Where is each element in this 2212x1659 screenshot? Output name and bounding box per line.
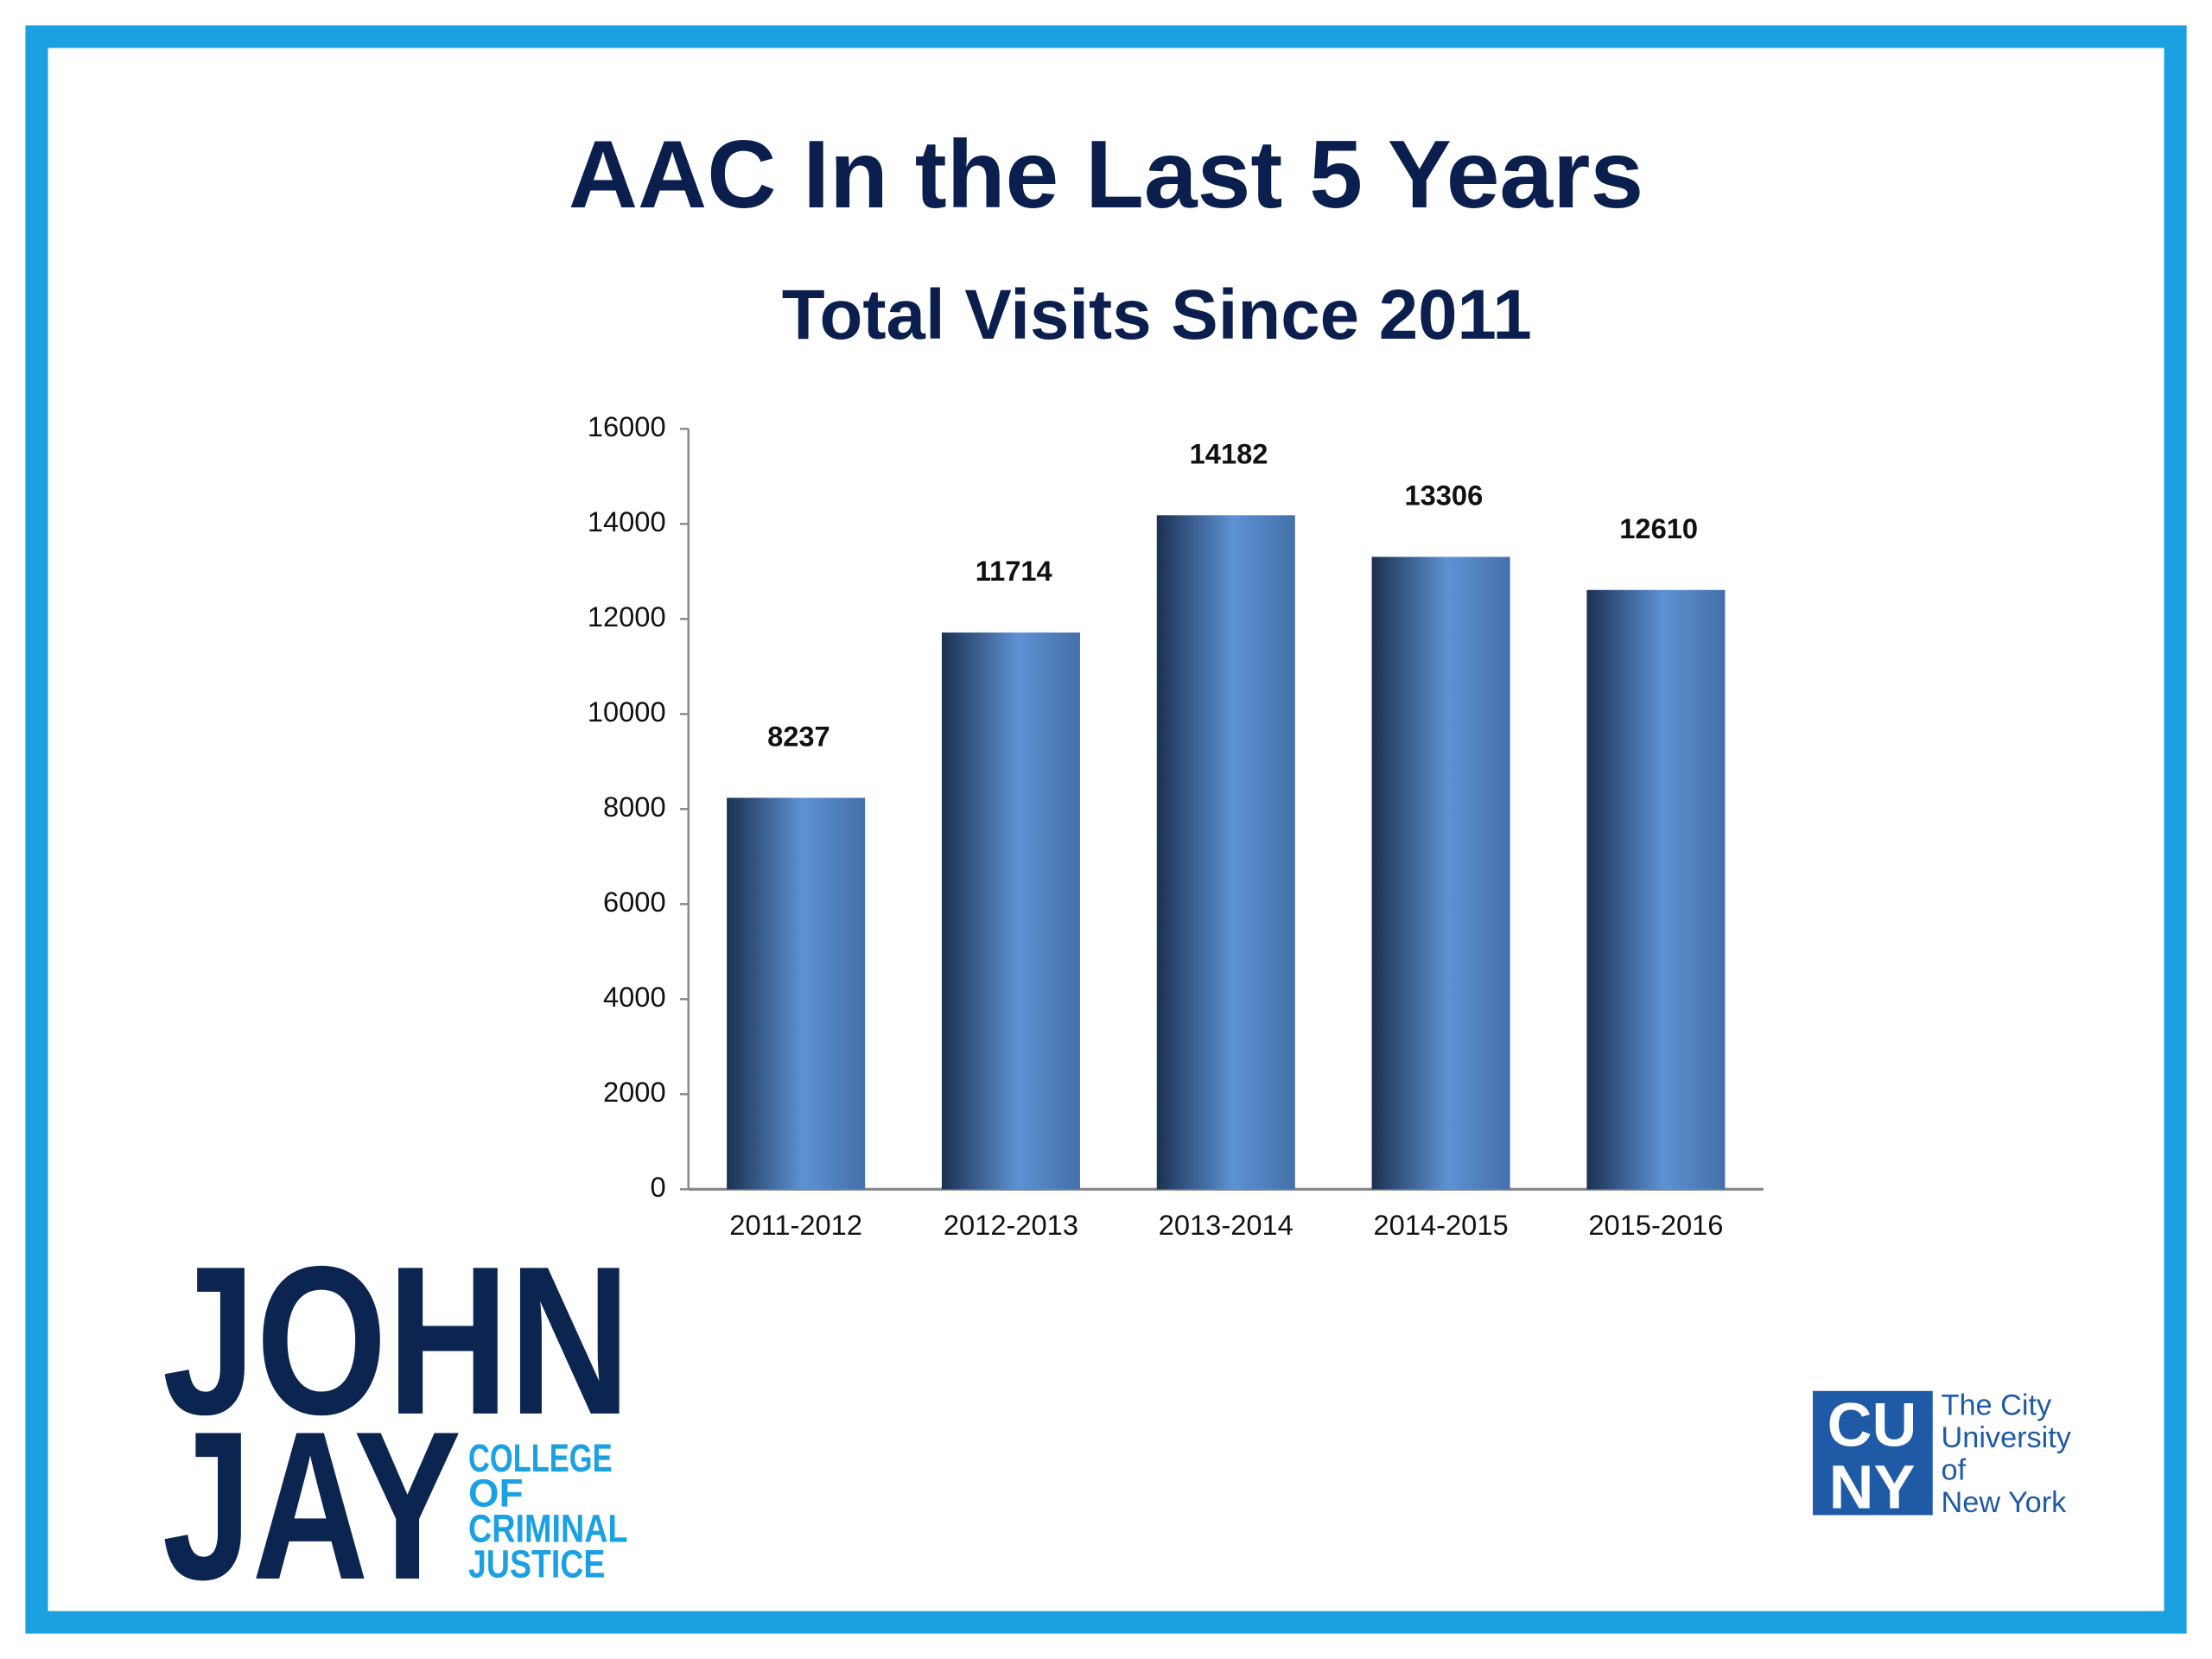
- logo-text: of: [1942, 1454, 1967, 1487]
- x-tick-label: 2012-2013: [944, 1209, 1078, 1241]
- value-label: 8237: [767, 720, 830, 752]
- logo-text: New York: [1942, 1486, 2068, 1519]
- john-jay-logo: JOHN JAY COLLEGE OF CRIMINAL JUSTICE: [162, 1222, 631, 1624]
- bar: [727, 798, 866, 1190]
- subtitle: Total Visits Since 2011: [782, 276, 1532, 354]
- bar: [1586, 589, 1726, 1190]
- y-tick-label: 14000: [588, 505, 666, 537]
- logo-text: CU: [1827, 1390, 1917, 1459]
- logo-text: COLLEGE: [468, 1436, 613, 1480]
- logo-text: OF: [468, 1471, 523, 1516]
- logo-text: The City: [1942, 1389, 2052, 1422]
- bar: [1156, 515, 1295, 1190]
- logo-text: CRIMINAL: [468, 1506, 627, 1550]
- value-label: 14182: [1190, 437, 1268, 469]
- x-tick-label: 2013-2014: [1159, 1209, 1294, 1241]
- y-tick-label: 2000: [603, 1076, 666, 1108]
- value-label: 12610: [1619, 512, 1698, 544]
- logo-text: NY: [1829, 1452, 1916, 1522]
- y-tick-label: 4000: [603, 981, 666, 1013]
- y-tick-label: 10000: [588, 696, 666, 728]
- plot: 0 2000 4000 6000 8000 10000 12000 14000 16000 201…: [588, 410, 1764, 1241]
- cuny-logo: CU NY The City University of New York: [1812, 1389, 2072, 1522]
- y-tick-label: 8000: [603, 791, 666, 823]
- bar: [941, 632, 1080, 1190]
- y-tick-label: 16000: [588, 410, 666, 442]
- logo-text: JOHN: [162, 1222, 631, 1459]
- border: [25, 25, 2187, 1634]
- x-tick-label: 2015-2016: [1588, 1209, 1723, 1241]
- bar: [1371, 556, 1510, 1190]
- logo-text: JAY: [162, 1387, 461, 1624]
- y-tick-label: 12000: [588, 601, 666, 632]
- x-tick-label: 2011-2012: [729, 1209, 862, 1241]
- value-label: 13306: [1404, 480, 1483, 512]
- y-tick-label: 6000: [603, 886, 666, 918]
- value-label: 11714: [976, 555, 1052, 587]
- title: AAC In the Last 5 Years: [569, 120, 1643, 228]
- y-tick-label: 0: [650, 1171, 665, 1203]
- logo-text: University: [1942, 1421, 2072, 1454]
- logo-text: JUSTICE: [468, 1541, 605, 1586]
- x-tick-label: 2014-2015: [1374, 1209, 1509, 1241]
- cuny-block: [1812, 1390, 1933, 1516]
